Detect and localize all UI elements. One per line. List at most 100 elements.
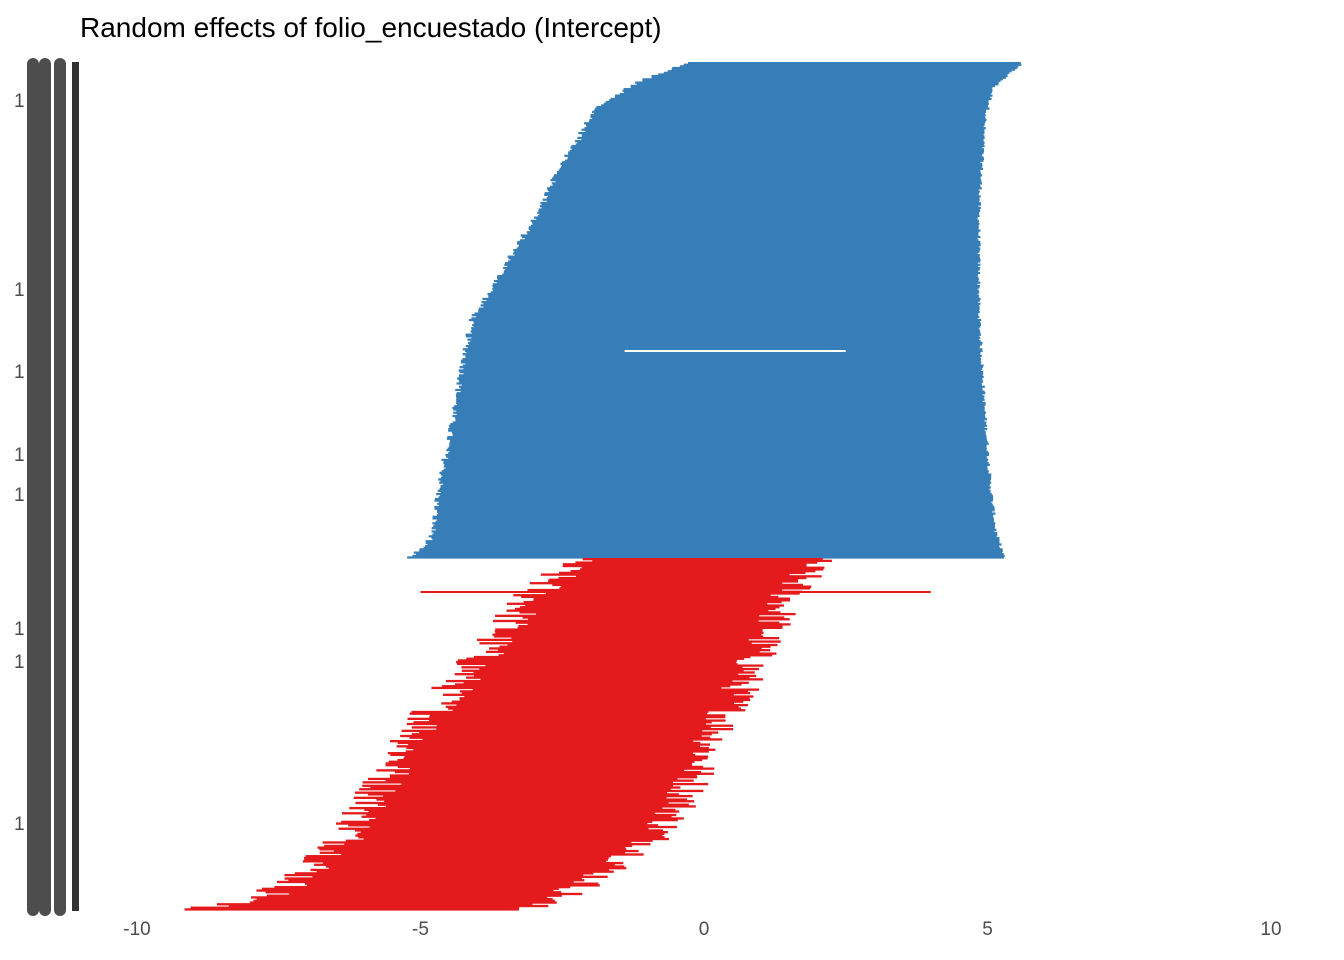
y-tick-label: 1 xyxy=(14,445,25,466)
positive-interval-bar xyxy=(471,336,981,340)
negative-interval-bar xyxy=(305,855,612,858)
positive-interval-bar xyxy=(434,507,995,510)
positive-interval-bar xyxy=(453,411,987,414)
positive-interval-bar xyxy=(483,305,980,309)
positive-interval-bar xyxy=(444,463,990,466)
positive-interval-bar xyxy=(434,505,995,509)
negative-interval-bar xyxy=(375,817,684,820)
positive-interval-bar xyxy=(539,213,980,216)
negative-interval-bar xyxy=(535,612,796,616)
negative-interval-bar xyxy=(479,642,752,645)
negative-interval-bar xyxy=(319,848,627,851)
negative-interval-bar xyxy=(515,621,780,624)
negative-interval-bar xyxy=(377,803,689,806)
y-tick-label: 1 xyxy=(14,619,25,640)
negative-interval-bar xyxy=(388,760,695,763)
positive-interval-bar xyxy=(585,123,985,127)
positive-interval-bar xyxy=(541,203,982,206)
negative-interval-bar xyxy=(403,757,708,760)
positive-interval-bar xyxy=(439,488,990,491)
positive-interval-bar xyxy=(440,486,991,489)
positive-interval-bar xyxy=(460,361,982,364)
positive-interval-bar xyxy=(533,216,978,219)
positive-interval-bar xyxy=(448,445,987,449)
negative-interval-bar xyxy=(494,630,763,633)
positive-interval-bar xyxy=(416,553,1004,556)
positive-interval-bar xyxy=(471,317,978,320)
positive-interval-bar xyxy=(445,453,989,457)
positive-interval-bar xyxy=(556,170,981,174)
negative-interval-bar xyxy=(324,844,633,848)
positive-interval-bar xyxy=(454,405,985,408)
positive-interval-bar xyxy=(537,211,980,214)
positive-interval-bar xyxy=(553,174,982,177)
positive-interval-bar xyxy=(536,218,978,221)
positive-interval-bar xyxy=(588,120,986,123)
positive-interval-bar xyxy=(575,143,984,146)
y-tick-label: 1 xyxy=(14,814,25,835)
negative-interval-bar xyxy=(401,782,709,786)
positive-interval-bar xyxy=(569,149,985,153)
positive-interval-bar xyxy=(503,266,981,270)
negative-interval-bar xyxy=(385,779,694,782)
positive-interval-bar xyxy=(605,101,989,104)
positive-interval-bar xyxy=(538,208,980,211)
positive-interval-bar xyxy=(425,541,1000,544)
negative-interval-bar xyxy=(411,710,709,714)
chart-title: Random effects of folio_encuestado (Inte… xyxy=(80,12,662,43)
negative-interval-bar xyxy=(319,851,626,854)
negative-interval-bar xyxy=(344,843,651,846)
negative-interval-bar xyxy=(409,712,708,715)
positive-interval-bar xyxy=(478,307,980,310)
positive-interval-bar xyxy=(468,341,983,344)
positive-interval-bar xyxy=(601,104,989,107)
positive-interval-bar xyxy=(432,538,1000,541)
positive-interval-bar xyxy=(622,89,993,92)
negative-interval-bar xyxy=(256,889,554,892)
positive-interval-bar xyxy=(577,136,985,140)
negative-interval-bar xyxy=(517,626,783,629)
negative-interval-bar xyxy=(338,827,649,830)
positive-interval-bar xyxy=(443,462,989,465)
positive-interval-bar xyxy=(589,118,987,122)
negative-interval-bar xyxy=(277,880,574,884)
positive-interval-bar xyxy=(442,483,990,486)
negative-interval-bar xyxy=(317,846,626,849)
negative-interval-bar xyxy=(397,758,703,762)
negative-interval-bar xyxy=(294,872,594,875)
negative-interval-bar xyxy=(519,606,780,609)
positive-interval-bar xyxy=(561,161,981,164)
positive-interval-bar xyxy=(492,288,978,291)
positive-interval-bar xyxy=(567,156,984,159)
positive-interval-bar xyxy=(510,258,981,261)
positive-interval-bar xyxy=(560,166,982,169)
negative-interval-bar xyxy=(422,738,723,741)
positive-interval-bar xyxy=(441,458,989,462)
positive-interval-bar xyxy=(542,198,980,201)
negative-interval-bar xyxy=(261,887,559,890)
positive-interval-bar xyxy=(490,291,980,294)
positive-interval-bar xyxy=(595,107,990,110)
negative-interval-bar xyxy=(369,825,677,829)
positive-interval-bar xyxy=(456,397,984,400)
negative-interval-bar xyxy=(325,865,625,868)
positive-interval-bar xyxy=(481,301,978,304)
positive-interval-bar xyxy=(558,169,981,172)
negative-interval-bar xyxy=(341,853,644,856)
positive-interval-bar xyxy=(474,312,979,315)
negative-interval-bar xyxy=(579,568,824,571)
positive-interval-bar xyxy=(459,374,983,377)
positive-interval-bar xyxy=(581,133,984,136)
negative-interval-bar xyxy=(503,652,777,655)
negative-interval-bar xyxy=(395,789,704,793)
positive-interval-bar xyxy=(571,148,984,151)
positive-interval-bar xyxy=(667,70,1012,73)
positive-interval-bar xyxy=(448,429,985,432)
positive-interval-bar xyxy=(437,512,996,515)
positive-interval-bar xyxy=(465,362,981,366)
positive-interval-bar xyxy=(497,278,979,281)
negative-interval-bar xyxy=(548,580,799,583)
positive-interval-bar xyxy=(466,351,981,354)
positive-interval-bar xyxy=(594,109,987,112)
positive-interval-bar xyxy=(455,419,985,422)
